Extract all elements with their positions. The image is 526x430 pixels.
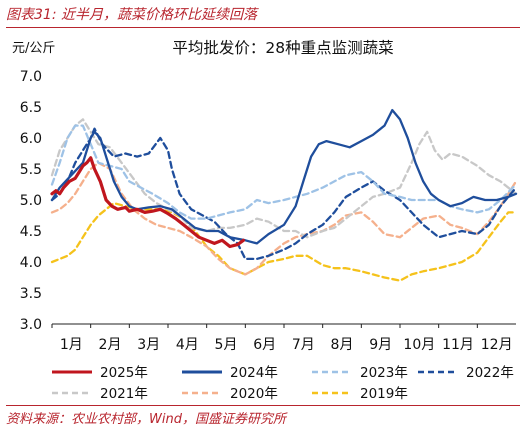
series-line-2021年 [50,118,518,239]
series-line-2019年 [50,201,518,282]
x-tick-label: 3月 [137,337,160,353]
y-tick-label: 5.5 [20,162,42,178]
series-line-2023年 [50,124,518,220]
x-tick-label: 8月 [331,337,354,353]
series-lines [50,108,518,282]
series-line-2024年 [50,108,518,245]
x-tick-label: 9月 [369,337,392,353]
axes: 3.0 3.5 4.0 4.5 5.0 5.5 6.0 6.5 7.0 1月 2月 3月 4月 5月 6月 7… [20,69,516,353]
legend-label: 2023年 [360,365,408,381]
x-tick-label: 7月 [292,337,315,353]
title-rule [6,27,520,28]
x-tick-label: 5月 [215,337,238,353]
y-tick-label: 4.5 [20,224,42,240]
x-tick-label: 6月 [253,337,276,353]
x-tick-label: 12月 [481,337,513,353]
series-line-2025年 [50,156,245,249]
series-line-2020年 [50,161,518,276]
legend-label: 2020年 [230,386,278,402]
x-tick-label: 10月 [403,337,435,353]
line-chart: 元/公斤 平均批发价：28种重点监测蔬菜 3.0 3.5 4.0 4.5 5.0 5.5 6… [12,39,518,402]
chart-title: 平均批发价：28种重点监测蔬菜 [172,39,393,57]
legend-label: 2024年 [230,365,278,381]
x-tick-label: 2月 [99,337,122,353]
y-tick-label: 4.0 [20,255,42,271]
x-tick-label: 1月 [60,337,83,353]
y-tick-label: 3.0 [20,317,42,333]
legend-label: 2019年 [360,386,408,402]
figure-title: 图表31: 近半月，蔬菜价格环比延续回落 [6,7,257,23]
legend: 2025年 2024年 2023年 2022年 2021年 2020年 2019年 [52,365,514,402]
y-tick-label: 6.5 [20,100,42,116]
source-note: 资料来源：农业农村部，Wind，国盛证券研究所 [6,412,286,427]
x-tick-label: 4月 [176,337,199,353]
legend-label: 2022年 [466,365,514,381]
y-tick-label: 6.0 [20,131,42,147]
source-rule [6,405,520,406]
y-tick-label: 5.0 [20,193,42,209]
y-tick-label: 3.5 [20,286,42,302]
y-tick-label: 7.0 [20,69,42,85]
y-axis-unit-label: 元/公斤 [12,41,55,56]
legend-label: 2025年 [100,365,148,381]
legend-label: 2021年 [100,386,148,402]
x-tick-label: 11月 [442,337,474,353]
